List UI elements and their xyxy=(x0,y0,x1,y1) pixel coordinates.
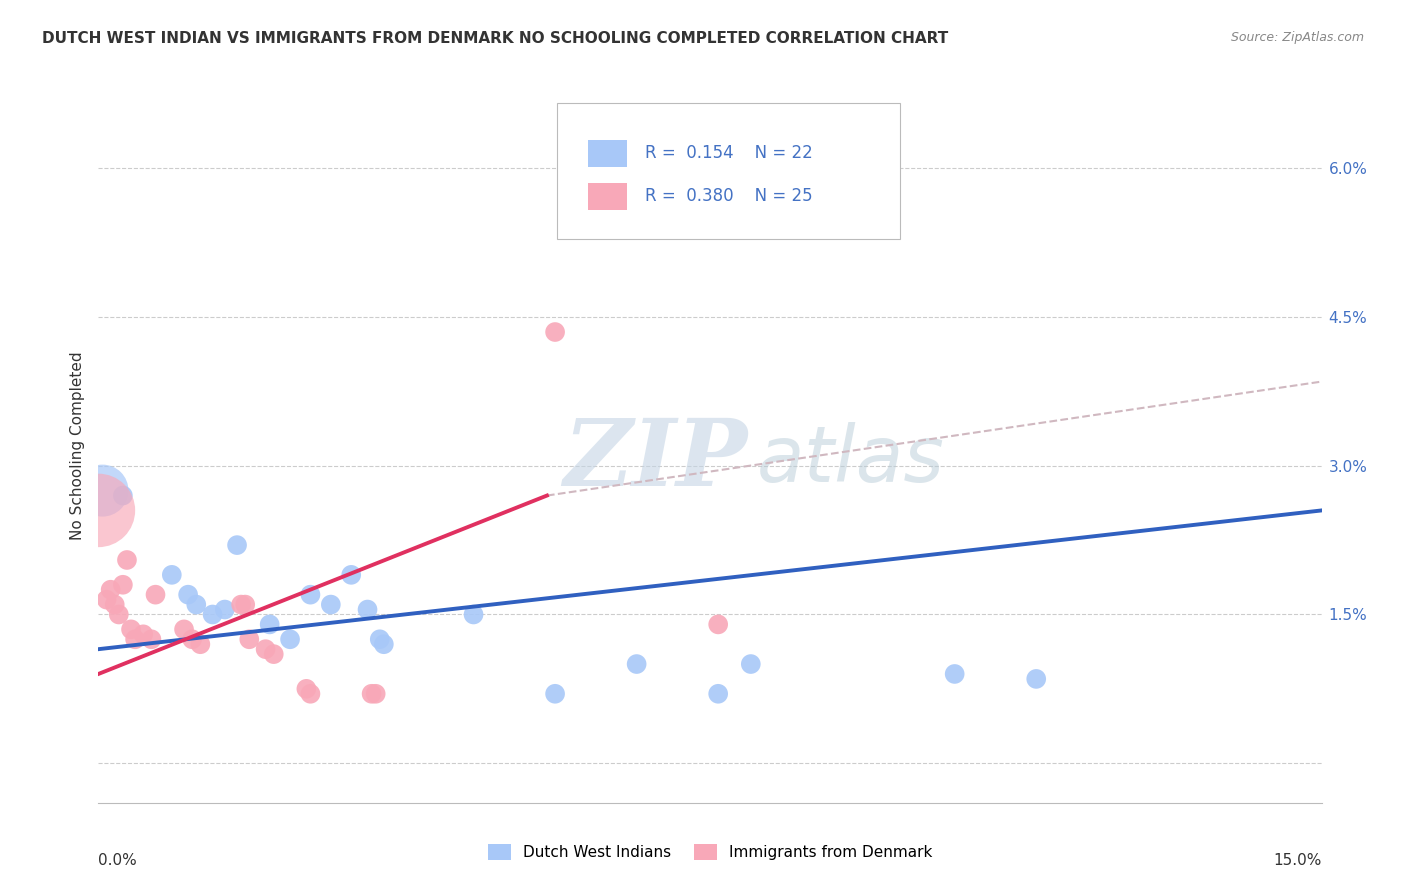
Point xyxy=(356,602,378,616)
Point xyxy=(173,623,195,637)
Point xyxy=(87,503,110,517)
Point xyxy=(295,681,318,696)
Text: ZIP: ZIP xyxy=(564,416,748,505)
Text: 0.0%: 0.0% xyxy=(98,853,138,868)
Point xyxy=(299,687,322,701)
FancyBboxPatch shape xyxy=(588,140,627,167)
Point xyxy=(177,588,200,602)
Point xyxy=(544,687,567,701)
Point xyxy=(111,489,134,503)
Point xyxy=(364,687,387,701)
Point xyxy=(181,632,204,647)
Point xyxy=(319,598,342,612)
Point xyxy=(231,598,253,612)
Text: atlas: atlas xyxy=(756,422,945,499)
Text: DUTCH WEST INDIAN VS IMMIGRANTS FROM DENMARK NO SCHOOLING COMPLETED CORRELATION : DUTCH WEST INDIAN VS IMMIGRANTS FROM DEN… xyxy=(42,31,949,46)
Point xyxy=(943,667,966,681)
Point xyxy=(1025,672,1047,686)
Point xyxy=(707,687,730,701)
Point xyxy=(368,632,391,647)
Point xyxy=(259,617,281,632)
Point xyxy=(463,607,485,622)
Point xyxy=(111,578,134,592)
Point xyxy=(132,627,155,641)
Point xyxy=(360,687,382,701)
FancyBboxPatch shape xyxy=(557,103,900,239)
Point xyxy=(160,567,183,582)
Point xyxy=(188,637,212,651)
Point xyxy=(626,657,648,671)
Point xyxy=(254,642,277,657)
Point xyxy=(100,582,122,597)
Text: R =  0.154    N = 22: R = 0.154 N = 22 xyxy=(645,145,813,162)
Point xyxy=(141,632,163,647)
Point xyxy=(233,598,256,612)
Point xyxy=(740,657,762,671)
Point xyxy=(120,623,142,637)
Point xyxy=(238,632,260,647)
Point xyxy=(707,617,730,632)
Point xyxy=(214,602,236,616)
Point xyxy=(104,598,127,612)
Y-axis label: No Schooling Completed: No Schooling Completed xyxy=(69,351,84,541)
Point xyxy=(186,598,208,612)
FancyBboxPatch shape xyxy=(588,183,627,210)
Point xyxy=(226,538,249,552)
Point xyxy=(124,632,146,647)
Point xyxy=(145,588,167,602)
Point xyxy=(373,637,395,651)
Text: 15.0%: 15.0% xyxy=(1274,853,1322,868)
Point xyxy=(278,632,301,647)
Point xyxy=(299,588,322,602)
Point xyxy=(340,567,363,582)
Point xyxy=(96,592,118,607)
Point xyxy=(544,325,567,339)
Text: Source: ZipAtlas.com: Source: ZipAtlas.com xyxy=(1230,31,1364,45)
Point xyxy=(108,607,131,622)
Point xyxy=(201,607,224,622)
Legend: Dutch West Indians, Immigrants from Denmark: Dutch West Indians, Immigrants from Denm… xyxy=(482,838,938,866)
Point xyxy=(91,483,114,498)
Point xyxy=(115,553,138,567)
Point xyxy=(263,647,285,661)
Text: R =  0.380    N = 25: R = 0.380 N = 25 xyxy=(645,187,813,205)
